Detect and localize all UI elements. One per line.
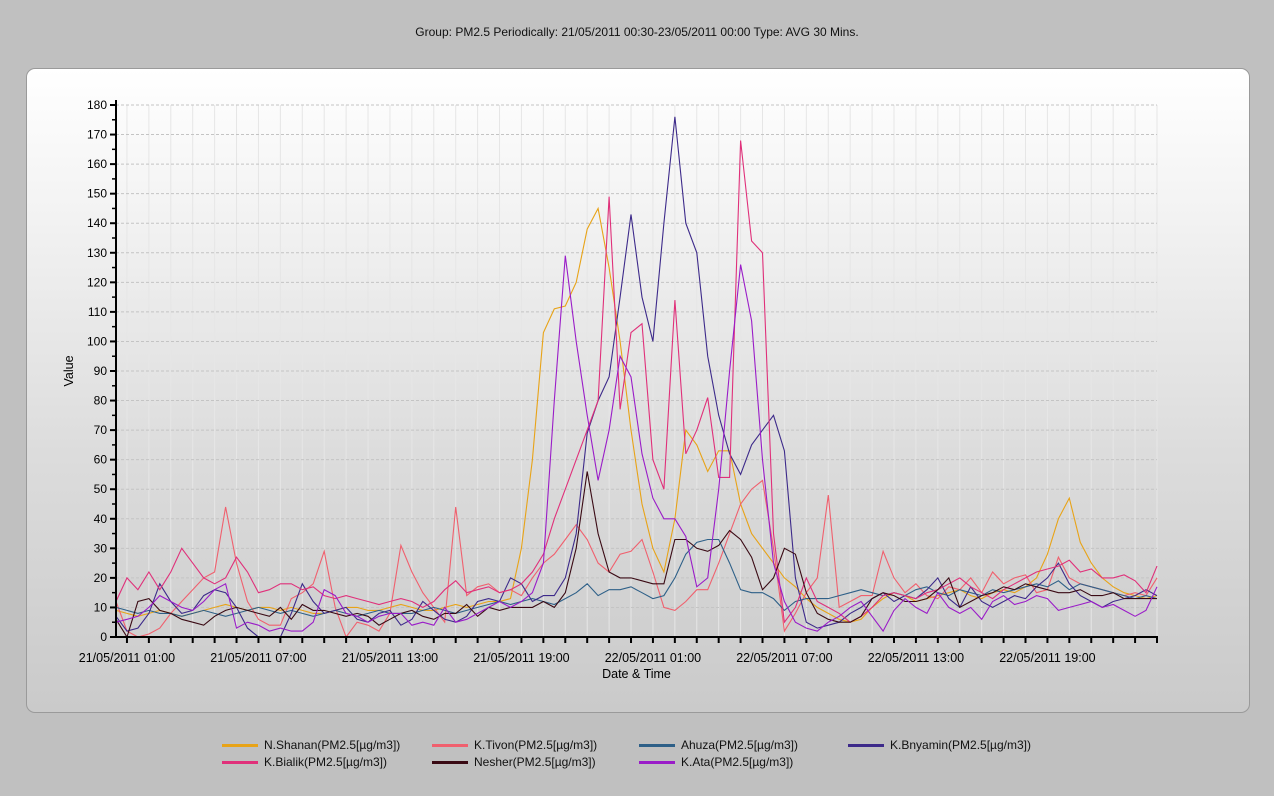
y-tick-label: 120 [87, 275, 107, 289]
legend-label: N.Shanan(PM2.5[µg/m3]) [264, 738, 401, 752]
series-line-0 [115, 206, 1158, 623]
legend-swatch [639, 761, 675, 764]
y-tick-label: 100 [87, 334, 107, 348]
y-tick-label: 70 [94, 423, 108, 437]
y-tick-label: 130 [87, 246, 107, 260]
legend-swatch [848, 744, 884, 747]
y-tick-label: 60 [94, 453, 108, 467]
y-tick-label: 170 [87, 128, 107, 142]
legend-label: K.Ata(PM2.5[µg/m3]) [681, 755, 794, 769]
y-tick-label: 0 [100, 630, 107, 644]
y-tick-label: 140 [87, 216, 107, 230]
y-axis-label: Value [62, 355, 76, 386]
y-tick-label: 80 [94, 394, 108, 408]
y-tick-label: 150 [87, 187, 107, 201]
x-tick-label: 21/05/2011 07:00 [210, 651, 306, 665]
legend-swatch [222, 761, 258, 764]
legend-label: K.Bialik(PM2.5[µg/m3]) [264, 755, 387, 769]
y-tick-label: 20 [94, 571, 108, 585]
y-tick-label: 110 [88, 305, 107, 319]
chart-title: Group: PM2.5 Periodically: 21/05/2011 00… [415, 25, 859, 39]
series-line-6 [115, 255, 1158, 633]
legend-label: K.Bnyamin(PM2.5[µg/m3]) [890, 738, 1031, 752]
series-line-5 [115, 471, 1157, 639]
y-tick-label: 10 [94, 600, 108, 614]
x-tick-label: 21/05/2011 13:00 [342, 651, 438, 665]
y-tick-label: 50 [94, 482, 108, 496]
x-tick-label: 22/05/2011 19:00 [999, 651, 1095, 665]
y-tick-label: 180 [87, 98, 107, 112]
legend-swatch [432, 761, 468, 764]
legend-swatch [222, 744, 258, 747]
series-line-1 [115, 479, 1158, 639]
x-tick-label: 21/05/2011 19:00 [473, 651, 569, 665]
x-tick-label: 22/05/2011 07:00 [736, 651, 832, 665]
y-tick-label: 160 [87, 157, 107, 171]
legend-swatch [432, 744, 468, 747]
y-tick-label: 30 [94, 541, 108, 555]
legend-label: Ahuza(PM2.5[µg/m3]) [681, 738, 798, 752]
series-line-3 [115, 116, 1158, 638]
series-line-4 [115, 140, 1158, 624]
x-tick-label: 22/05/2011 13:00 [868, 651, 964, 665]
y-tick-label: 90 [94, 364, 108, 378]
legend-swatch [639, 744, 675, 747]
x-axis-label: Date & Time [602, 667, 671, 681]
y-tick-label: 40 [94, 512, 108, 526]
x-tick-label: 22/05/2011 01:00 [605, 651, 701, 665]
x-tick-label: 21/05/2011 01:00 [79, 651, 175, 665]
legend-label: K.Tivon(PM2.5[µg/m3]) [474, 738, 598, 752]
legend-label: Nesher(PM2.5[µg/m3]) [474, 755, 596, 769]
